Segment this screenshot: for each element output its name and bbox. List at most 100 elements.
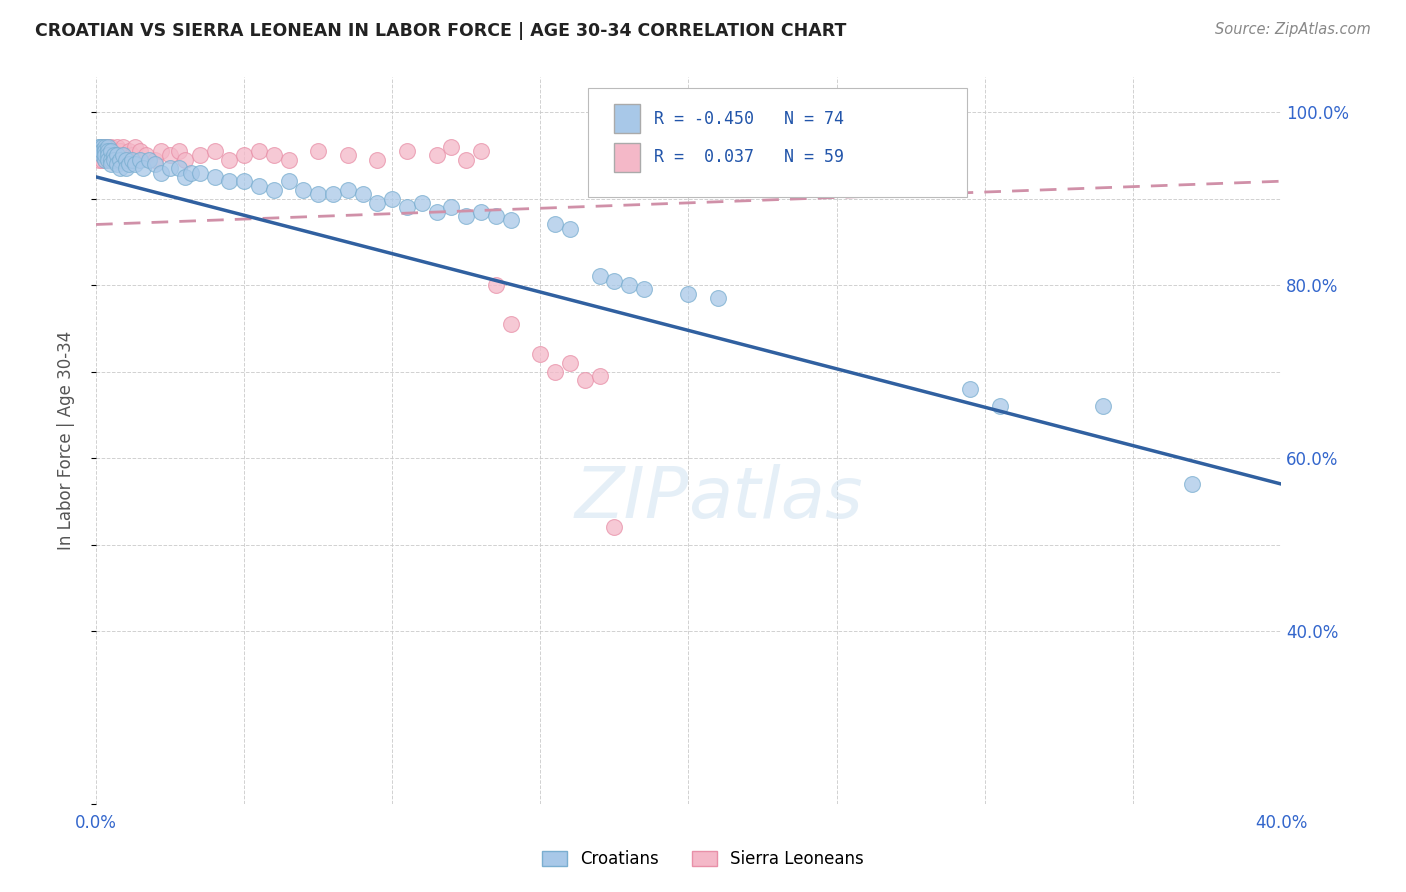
Point <box>97 139 120 153</box>
Point <box>103 144 125 158</box>
FancyBboxPatch shape <box>614 143 640 172</box>
Point <box>100 157 122 171</box>
Point <box>307 144 329 158</box>
Point <box>105 148 128 162</box>
Point <box>470 204 492 219</box>
Point <box>97 144 120 158</box>
Text: atlas: atlas <box>689 465 863 533</box>
Point <box>381 192 404 206</box>
Point <box>114 148 136 162</box>
Point <box>97 153 120 167</box>
Point <box>124 157 146 171</box>
Point <box>111 139 134 153</box>
Point <box>91 144 114 158</box>
Point <box>87 153 110 167</box>
Point <box>94 144 117 158</box>
Point <box>173 153 195 167</box>
Point <box>105 153 128 167</box>
Point <box>129 144 152 158</box>
Point <box>97 148 120 162</box>
Point <box>159 148 181 162</box>
Point <box>1181 477 1204 491</box>
Point <box>108 144 131 158</box>
Point <box>470 144 492 158</box>
Point <box>173 169 195 184</box>
Point <box>87 148 110 162</box>
Point <box>426 148 449 162</box>
Point <box>440 200 463 214</box>
Point <box>678 286 700 301</box>
Point <box>121 153 143 167</box>
Point <box>108 153 131 167</box>
Point <box>105 139 128 153</box>
Text: R =  0.037   N = 59: R = 0.037 N = 59 <box>654 148 844 167</box>
Point <box>529 347 551 361</box>
Point <box>1092 399 1115 413</box>
Point <box>336 148 359 162</box>
Point <box>114 161 136 176</box>
Point <box>150 165 173 179</box>
Point <box>100 139 122 153</box>
Point <box>135 148 157 162</box>
Point <box>111 148 134 162</box>
Point <box>97 139 120 153</box>
Point <box>277 153 299 167</box>
Point <box>204 169 226 184</box>
Point <box>396 200 419 214</box>
Text: Source: ZipAtlas.com: Source: ZipAtlas.com <box>1215 22 1371 37</box>
Point <box>603 274 626 288</box>
Point <box>97 148 120 162</box>
Point <box>91 153 114 167</box>
Point <box>94 144 117 158</box>
Point <box>218 153 240 167</box>
Point <box>366 153 388 167</box>
Point <box>456 209 478 223</box>
Point <box>132 161 155 176</box>
Point <box>988 399 1011 413</box>
Point <box>87 144 110 158</box>
Text: ZIP: ZIP <box>574 465 689 533</box>
Point <box>180 165 202 179</box>
Point <box>322 187 344 202</box>
Point <box>352 187 374 202</box>
Point <box>87 144 110 158</box>
Point <box>143 157 166 171</box>
Point <box>633 282 655 296</box>
Point <box>167 144 190 158</box>
Point <box>544 364 567 378</box>
Legend: Croatians, Sierra Leoneans: Croatians, Sierra Leoneans <box>536 844 870 875</box>
Point <box>103 148 125 162</box>
Point <box>94 153 117 167</box>
Point <box>159 161 181 176</box>
Point <box>150 144 173 158</box>
Point <box>959 382 981 396</box>
Point <box>263 148 285 162</box>
Point <box>247 144 270 158</box>
Point <box>544 218 567 232</box>
Point <box>108 161 131 176</box>
Point <box>100 153 122 167</box>
Point <box>292 183 315 197</box>
Point <box>143 153 166 167</box>
Point <box>121 148 143 162</box>
Point <box>603 520 626 534</box>
Point <box>91 148 114 162</box>
Point <box>129 153 152 167</box>
Point <box>707 291 730 305</box>
Point <box>411 195 433 210</box>
Point <box>111 153 134 167</box>
FancyBboxPatch shape <box>614 104 640 134</box>
Point <box>247 178 270 193</box>
Point <box>263 183 285 197</box>
Point <box>188 165 211 179</box>
Point <box>108 148 131 162</box>
Text: CROATIAN VS SIERRA LEONEAN IN LABOR FORCE | AGE 30-34 CORRELATION CHART: CROATIAN VS SIERRA LEONEAN IN LABOR FORC… <box>35 22 846 40</box>
Point <box>204 144 226 158</box>
Point <box>91 139 114 153</box>
Point <box>485 278 508 293</box>
Point <box>91 148 114 162</box>
Point <box>138 153 160 167</box>
Text: R = -0.450   N = 74: R = -0.450 N = 74 <box>654 110 844 128</box>
Point <box>588 368 610 383</box>
Point <box>440 139 463 153</box>
